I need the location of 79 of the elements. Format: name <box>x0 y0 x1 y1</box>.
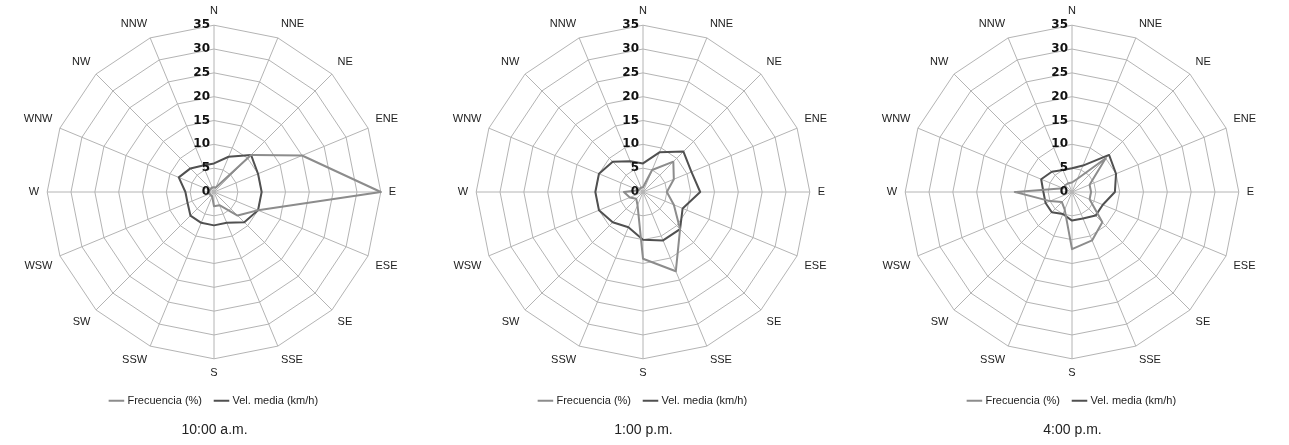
y-tick-label: 25 <box>622 64 639 79</box>
spoke-label: E <box>1246 185 1255 198</box>
y-tick-label: 20 <box>622 88 639 103</box>
y-tick-label: 25 <box>1051 64 1068 79</box>
spoke-label: E <box>817 185 826 198</box>
spoke-label: SE <box>1195 315 1211 328</box>
spoke-label: WSW <box>453 258 483 271</box>
spoke-label: SE <box>766 315 782 328</box>
y-tick-label: 15 <box>1051 112 1068 127</box>
y-tick-label: 30 <box>193 41 210 56</box>
spoke-label: SW <box>501 315 520 328</box>
spoke-label: WNW <box>881 111 912 124</box>
spoke-label: ESE <box>804 258 827 271</box>
spoke-label: NNW <box>978 16 1006 29</box>
spoke-label: SSW <box>980 353 1006 366</box>
y-tick-label: 0 <box>630 184 639 199</box>
y-tick-label: 15 <box>622 112 639 127</box>
spoke-label: S <box>639 366 647 379</box>
spoke-label: NNE <box>280 16 305 29</box>
spoke-label: NE <box>1195 54 1211 67</box>
spoke-label: WSW <box>882 258 912 271</box>
spoke-label: ENE <box>375 111 399 124</box>
y-tick-label: 30 <box>622 41 639 56</box>
text: 10:00 a.m. <box>181 421 248 438</box>
y-tick-label: 10 <box>622 136 639 151</box>
spoke-label: NNW <box>549 16 577 29</box>
spoke-label: E <box>388 185 397 198</box>
spoke-label: W <box>886 185 898 198</box>
spoke-label: N <box>1068 3 1077 16</box>
y-tick-label: 35 <box>622 17 639 32</box>
spoke-label: SSW <box>122 353 148 366</box>
spoke-label: SSE <box>280 353 303 366</box>
legend-label: Frecuencia (%) <box>556 393 631 406</box>
legend-label: Vel. media (km/h) <box>661 393 748 406</box>
y-tick-label: 25 <box>193 64 210 79</box>
spoke-label: ENE <box>1233 111 1257 124</box>
spoke-label: SSE <box>709 353 732 366</box>
spoke-label: ESE <box>375 258 398 271</box>
spoke-label: SSE <box>1138 353 1161 366</box>
spoke-label: SE <box>337 315 353 328</box>
spoke-label: NNW <box>120 16 148 29</box>
y-tick-label: 15 <box>193 112 210 127</box>
spoke-label: NE <box>337 54 353 67</box>
y-tick-label: 35 <box>1051 17 1068 32</box>
spoke-label: WNW <box>452 111 483 124</box>
legend-label: Frecuencia (%) <box>985 393 1060 406</box>
spoke-label: SW <box>72 315 91 328</box>
text: 1:00 p.m. <box>614 421 673 438</box>
y-tick-label: 35 <box>193 17 210 32</box>
spoke-label: NNE <box>709 16 734 29</box>
y-tick-label: 0 <box>1059 184 1068 199</box>
y-tick-label: 20 <box>193 88 210 103</box>
spoke-label: W <box>28 185 40 198</box>
y-tick-label: 5 <box>630 160 639 175</box>
spoke-label: S <box>1068 366 1076 379</box>
spoke-label: NW <box>72 54 92 67</box>
legend-label: Frecuencia (%) <box>127 393 202 406</box>
spoke-label: NNE <box>1138 16 1163 29</box>
spoke-label: SW <box>930 315 949 328</box>
spoke-label: NW <box>501 54 521 67</box>
y-tick-label: 30 <box>1051 41 1068 56</box>
spoke-label: WNW <box>23 111 54 124</box>
spoke-label: W <box>457 185 469 198</box>
spoke-label: NW <box>930 54 950 67</box>
spoke-label: ESE <box>1233 258 1256 271</box>
y-tick-label: 10 <box>193 136 210 151</box>
legend-label: Vel. media (km/h) <box>232 393 319 406</box>
spoke-label: WSW <box>24 258 54 271</box>
spoke-label: S <box>210 366 218 379</box>
legend-label: Vel. media (km/h) <box>1090 393 1177 406</box>
y-tick-label: 20 <box>1051 88 1068 103</box>
spoke-label: N <box>639 3 648 16</box>
spoke-label: N <box>210 3 219 16</box>
spoke-label: SSW <box>551 353 577 366</box>
text: 4:00 p.m. <box>1043 421 1102 438</box>
y-tick-label: 0 <box>201 184 210 199</box>
y-tick-label: 10 <box>1051 136 1068 151</box>
spoke-label: ENE <box>804 111 828 124</box>
spoke-label: NE <box>766 54 782 67</box>
